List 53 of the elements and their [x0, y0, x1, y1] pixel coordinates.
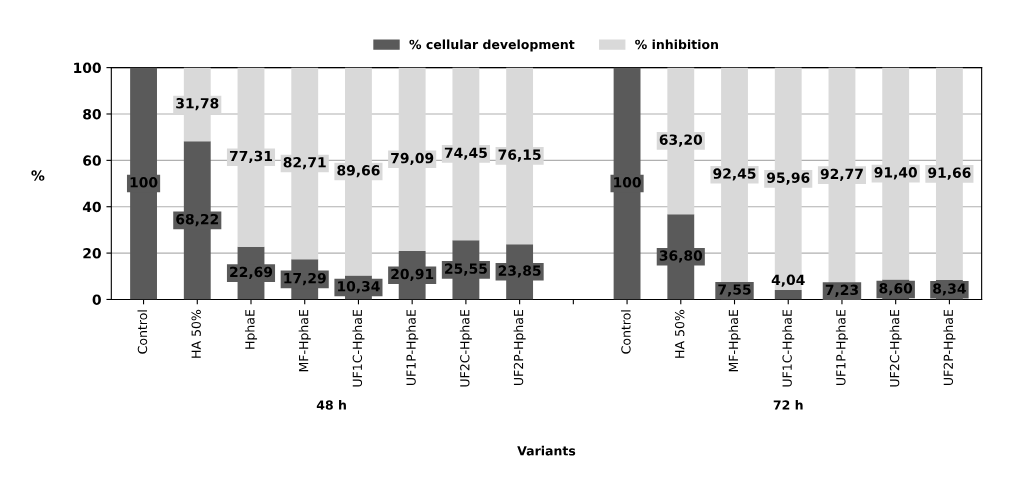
- x-tick-label: HA 50%: [674, 309, 685, 358]
- data-label: 7,55: [718, 284, 751, 297]
- x-tick-label: UF1C-HphaE: [782, 309, 795, 387]
- data-label: 22,69: [230, 266, 273, 279]
- data-label: 17,29: [284, 272, 326, 286]
- x-tick-label: MF-HphaE: [298, 309, 311, 372]
- x-tick-label: Control: [137, 310, 148, 354]
- data-label: 89,66: [337, 165, 380, 178]
- data-label: 95,96: [766, 172, 810, 185]
- x-tick-label: HphaE: [244, 309, 258, 349]
- data-label: 74,45: [444, 147, 487, 160]
- y-tick-label: 100: [74, 62, 101, 74]
- data-label: 92,45: [713, 168, 756, 181]
- x-tick-label: HA 50%: [191, 309, 201, 358]
- legend-label: % cellular development: [409, 39, 575, 52]
- x-tick-label: UF1P-HphaE: [406, 309, 419, 385]
- y-tick-label: 0: [92, 294, 101, 305]
- x-tick-label: UF1C-HphaE: [352, 309, 365, 387]
- data-label: 31,78: [176, 97, 219, 111]
- data-label: 8,34: [933, 283, 966, 296]
- y-axis-title: %: [31, 170, 45, 181]
- x-axis-title: Variants: [517, 445, 576, 456]
- x-tick-label: UF2C-HphaE: [459, 309, 472, 387]
- x-tick-label: Control: [621, 310, 631, 354]
- data-label: 25,55: [445, 263, 487, 276]
- data-label: 91,66: [928, 167, 971, 180]
- data-label: 76,15: [498, 149, 541, 162]
- y-tick-label: 20: [83, 248, 101, 259]
- data-label: 23,85: [498, 265, 541, 278]
- text: 72 h: [773, 400, 803, 410]
- data-label: 20,91: [391, 268, 434, 282]
- data-label: 79,09: [391, 152, 434, 166]
- text: 48 h: [316, 400, 346, 410]
- y-tick-label: 40: [82, 201, 101, 213]
- data-label: 7,23: [825, 284, 858, 297]
- data-label: 63,20: [659, 134, 703, 147]
- data-label: 77,31: [229, 150, 273, 164]
- data-label: 100: [130, 177, 158, 188]
- x-tick-label: MF-HphaE: [728, 309, 741, 372]
- y-tick-label: 80: [83, 108, 101, 120]
- data-label: 91,40: [874, 167, 917, 180]
- data-label: 92,77: [820, 168, 863, 181]
- x-tick-label: UF2P-HphaE: [943, 309, 956, 385]
- data-label: 100: [614, 177, 641, 188]
- legend-label: % inhibition: [635, 39, 718, 50]
- x-tick-label: UF2C-HphaE: [889, 309, 902, 387]
- x-tick-label: UF1P-HphaE: [835, 309, 849, 385]
- data-label: 36,80: [659, 250, 703, 263]
- y-tick-label: 60: [83, 155, 101, 166]
- data-label: 4,04: [771, 274, 805, 287]
- data-label: 68,22: [176, 213, 219, 227]
- x-tick-label: UF2P-HphaE: [513, 309, 526, 385]
- data-label: 82,71: [283, 157, 326, 170]
